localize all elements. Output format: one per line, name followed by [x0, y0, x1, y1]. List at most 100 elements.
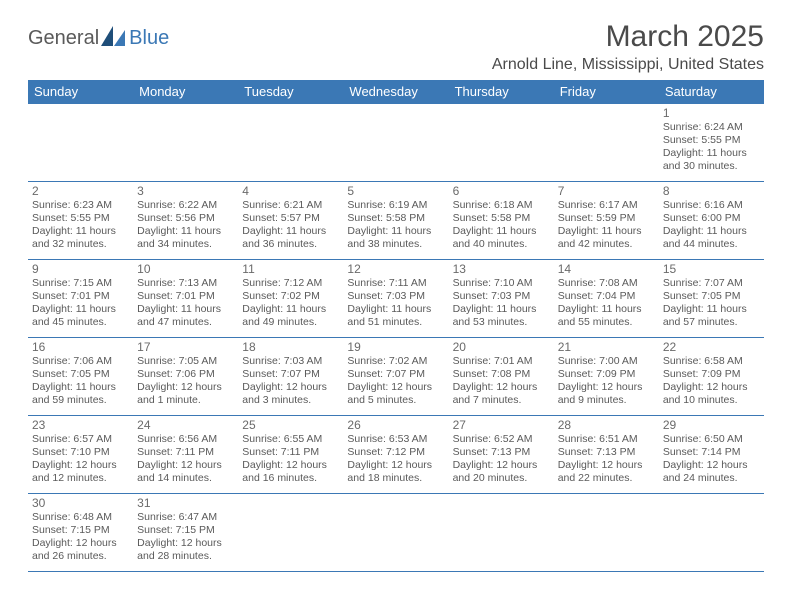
calendar-row: 23Sunrise: 6:57 AMSunset: 7:10 PMDayligh… [28, 416, 764, 494]
day-number: 21 [558, 340, 655, 354]
day-number: 9 [32, 262, 129, 276]
header: General Blue March 2025 Arnold Line, Mis… [28, 20, 764, 74]
calendar-row: 1Sunrise: 6:24 AMSunset: 5:55 PMDaylight… [28, 104, 764, 182]
sunrise-line: Sunrise: 6:50 AM [663, 433, 760, 446]
sunset-line: Sunset: 7:15 PM [137, 524, 234, 537]
calendar-cell [28, 104, 133, 182]
calendar-cell: 28Sunrise: 6:51 AMSunset: 7:13 PMDayligh… [554, 416, 659, 494]
sunset-line: Sunset: 7:09 PM [558, 368, 655, 381]
daylight-line: Daylight: 12 hours and 20 minutes. [453, 459, 550, 485]
sunrise-line: Sunrise: 6:22 AM [137, 199, 234, 212]
day-number: 12 [347, 262, 444, 276]
day-info: Sunrise: 6:21 AMSunset: 5:57 PMDaylight:… [242, 199, 339, 252]
day-info: Sunrise: 6:51 AMSunset: 7:13 PMDaylight:… [558, 433, 655, 486]
day-number: 14 [558, 262, 655, 276]
day-number: 27 [453, 418, 550, 432]
day-number: 25 [242, 418, 339, 432]
daylight-line: Daylight: 12 hours and 10 minutes. [663, 381, 760, 407]
day-number: 30 [32, 496, 129, 510]
day-number: 31 [137, 496, 234, 510]
calendar-cell [449, 104, 554, 182]
calendar-cell: 25Sunrise: 6:55 AMSunset: 7:11 PMDayligh… [238, 416, 343, 494]
sunrise-line: Sunrise: 7:03 AM [242, 355, 339, 368]
day-number: 7 [558, 184, 655, 198]
day-info: Sunrise: 6:50 AMSunset: 7:14 PMDaylight:… [663, 433, 760, 486]
calendar-cell [659, 494, 764, 572]
calendar-cell: 11Sunrise: 7:12 AMSunset: 7:02 PMDayligh… [238, 260, 343, 338]
calendar-cell [238, 104, 343, 182]
day-number: 10 [137, 262, 234, 276]
calendar-cell: 1Sunrise: 6:24 AMSunset: 5:55 PMDaylight… [659, 104, 764, 182]
sunrise-line: Sunrise: 6:23 AM [32, 199, 129, 212]
day-info: Sunrise: 6:22 AMSunset: 5:56 PMDaylight:… [137, 199, 234, 252]
day-info: Sunrise: 7:13 AMSunset: 7:01 PMDaylight:… [137, 277, 234, 330]
sunset-line: Sunset: 5:55 PM [32, 212, 129, 225]
col-sunday: Sunday [28, 80, 133, 104]
sunrise-line: Sunrise: 6:19 AM [347, 199, 444, 212]
calendar-cell [554, 494, 659, 572]
sunset-line: Sunset: 7:06 PM [137, 368, 234, 381]
calendar-cell: 20Sunrise: 7:01 AMSunset: 7:08 PMDayligh… [449, 338, 554, 416]
sunrise-line: Sunrise: 6:57 AM [32, 433, 129, 446]
sunrise-line: Sunrise: 6:55 AM [242, 433, 339, 446]
day-number: 29 [663, 418, 760, 432]
daylight-line: Daylight: 12 hours and 26 minutes. [32, 537, 129, 563]
sunset-line: Sunset: 7:02 PM [242, 290, 339, 303]
sunrise-line: Sunrise: 6:58 AM [663, 355, 760, 368]
day-info: Sunrise: 7:08 AMSunset: 7:04 PMDaylight:… [558, 277, 655, 330]
sunrise-line: Sunrise: 7:15 AM [32, 277, 129, 290]
sunrise-line: Sunrise: 7:13 AM [137, 277, 234, 290]
sunset-line: Sunset: 5:55 PM [663, 134, 760, 147]
col-friday: Friday [554, 80, 659, 104]
day-number: 13 [453, 262, 550, 276]
sunrise-line: Sunrise: 6:18 AM [453, 199, 550, 212]
daylight-line: Daylight: 11 hours and 40 minutes. [453, 225, 550, 251]
col-wednesday: Wednesday [343, 80, 448, 104]
col-saturday: Saturday [659, 80, 764, 104]
day-info: Sunrise: 7:11 AMSunset: 7:03 PMDaylight:… [347, 277, 444, 330]
day-info: Sunrise: 6:48 AMSunset: 7:15 PMDaylight:… [32, 511, 129, 564]
calendar-cell [343, 494, 448, 572]
sunrise-line: Sunrise: 7:11 AM [347, 277, 444, 290]
calendar-cell: 31Sunrise: 6:47 AMSunset: 7:15 PMDayligh… [133, 494, 238, 572]
daylight-line: Daylight: 11 hours and 32 minutes. [32, 225, 129, 251]
sunset-line: Sunset: 7:11 PM [137, 446, 234, 459]
day-info: Sunrise: 7:02 AMSunset: 7:07 PMDaylight:… [347, 355, 444, 408]
day-number: 3 [137, 184, 234, 198]
day-number: 2 [32, 184, 129, 198]
day-number: 6 [453, 184, 550, 198]
calendar-cell: 5Sunrise: 6:19 AMSunset: 5:58 PMDaylight… [343, 182, 448, 260]
calendar-row: 16Sunrise: 7:06 AMSunset: 7:05 PMDayligh… [28, 338, 764, 416]
calendar-cell: 14Sunrise: 7:08 AMSunset: 7:04 PMDayligh… [554, 260, 659, 338]
sunrise-line: Sunrise: 6:17 AM [558, 199, 655, 212]
daylight-line: Daylight: 12 hours and 5 minutes. [347, 381, 444, 407]
sunrise-line: Sunrise: 7:12 AM [242, 277, 339, 290]
sunrise-line: Sunrise: 6:21 AM [242, 199, 339, 212]
day-info: Sunrise: 7:12 AMSunset: 7:02 PMDaylight:… [242, 277, 339, 330]
sunset-line: Sunset: 7:04 PM [558, 290, 655, 303]
calendar-cell: 9Sunrise: 7:15 AMSunset: 7:01 PMDaylight… [28, 260, 133, 338]
sunrise-line: Sunrise: 7:05 AM [137, 355, 234, 368]
day-number: 22 [663, 340, 760, 354]
sunset-line: Sunset: 7:10 PM [32, 446, 129, 459]
day-info: Sunrise: 6:58 AMSunset: 7:09 PMDaylight:… [663, 355, 760, 408]
daylight-line: Daylight: 11 hours and 34 minutes. [137, 225, 234, 251]
calendar-cell: 27Sunrise: 6:52 AMSunset: 7:13 PMDayligh… [449, 416, 554, 494]
daylight-line: Daylight: 11 hours and 51 minutes. [347, 303, 444, 329]
sunrise-line: Sunrise: 7:07 AM [663, 277, 760, 290]
sunset-line: Sunset: 7:01 PM [32, 290, 129, 303]
day-info: Sunrise: 6:47 AMSunset: 7:15 PMDaylight:… [137, 511, 234, 564]
day-info: Sunrise: 7:07 AMSunset: 7:05 PMDaylight:… [663, 277, 760, 330]
day-info: Sunrise: 7:03 AMSunset: 7:07 PMDaylight:… [242, 355, 339, 408]
calendar-cell [133, 104, 238, 182]
daylight-line: Daylight: 12 hours and 24 minutes. [663, 459, 760, 485]
page-title: March 2025 [492, 20, 764, 54]
sunset-line: Sunset: 7:13 PM [453, 446, 550, 459]
logo-text-blue: Blue [129, 27, 169, 50]
calendar-row: 30Sunrise: 6:48 AMSunset: 7:15 PMDayligh… [28, 494, 764, 572]
day-info: Sunrise: 6:23 AMSunset: 5:55 PMDaylight:… [32, 199, 129, 252]
daylight-line: Daylight: 12 hours and 3 minutes. [242, 381, 339, 407]
sunrise-line: Sunrise: 7:01 AM [453, 355, 550, 368]
day-info: Sunrise: 6:56 AMSunset: 7:11 PMDaylight:… [137, 433, 234, 486]
calendar-cell: 17Sunrise: 7:05 AMSunset: 7:06 PMDayligh… [133, 338, 238, 416]
